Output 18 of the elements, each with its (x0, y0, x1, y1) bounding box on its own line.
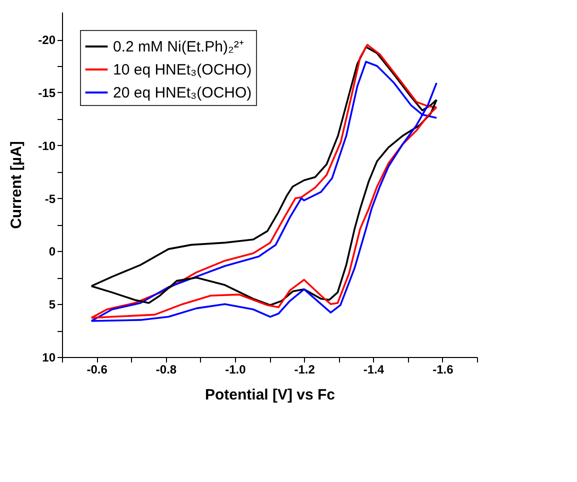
x-tick-label: -1.4 (363, 362, 384, 376)
x-axis-title: Potential [V] vs Fc (204, 386, 336, 404)
x-tick-label: -1.6 (432, 362, 454, 376)
legend-label: 10 eq HNEt₃(OCHO) (113, 62, 252, 78)
x-tick-label: -0.6 (86, 362, 108, 376)
y-tick-label: -10 (38, 138, 56, 153)
y-tick-label: 10 (42, 350, 56, 364)
y-tick-label: -5 (44, 192, 56, 206)
y-tick-label: -15 (38, 86, 56, 100)
x-tick-label: -0.8 (156, 362, 177, 376)
y-tick-label: -20 (38, 33, 56, 48)
legend-label: 0.2 mM Ni(Et.Ph)₂²⁺ (113, 38, 244, 56)
x-tick-label: -1.2 (294, 362, 316, 376)
y-tick-label: 5 (48, 298, 56, 312)
legend-label: 20 eq HNEt₃(OCHO) (113, 84, 252, 102)
x-tick-label: -1.0 (225, 362, 246, 376)
y-tick-label: 0 (48, 244, 56, 259)
y-axis-title: Current [µA] (8, 141, 26, 229)
